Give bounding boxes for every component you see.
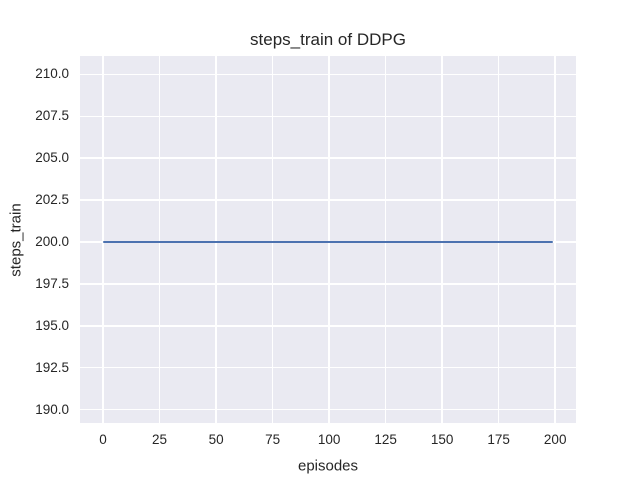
gridline-vertical (158, 56, 161, 423)
gridline-horizontal (80, 199, 576, 201)
gridline-vertical (441, 56, 443, 423)
x-tick-label: 200 (543, 432, 567, 447)
y-tick-label: 200.0 (35, 234, 69, 249)
x-tick-label: 125 (374, 432, 397, 447)
x-tick-label: 50 (208, 432, 224, 447)
chart-title: steps_train of DDPG (250, 30, 406, 49)
x-axis-label: episodes (297, 457, 359, 475)
gridline-horizontal (80, 283, 576, 285)
gridline-horizontal (80, 157, 576, 159)
y-tick-label: 202.5 (35, 192, 69, 208)
y-axis-label: steps_train (7, 203, 25, 277)
x-tick-label: 175 (487, 432, 510, 447)
y-tick-label: 195.0 (35, 317, 69, 333)
x-tick-label: 150 (430, 432, 454, 447)
x-tick-label: 0 (99, 432, 107, 447)
gridline-vertical (271, 56, 274, 423)
gridline-vertical (215, 56, 217, 423)
gridline-horizontal (80, 366, 576, 369)
gridline-horizontal (80, 73, 576, 76)
y-tick-label: 205.0 (35, 150, 69, 166)
y-tick-label: 192.5 (35, 359, 69, 375)
x-tick-label: 100 (317, 432, 341, 447)
gridline-vertical (554, 56, 556, 423)
data-line-steps_train (103, 241, 553, 243)
y-tick-label: 190.0 (35, 401, 69, 417)
gridline-vertical (328, 56, 330, 423)
gridline-horizontal (80, 115, 576, 118)
gridline-horizontal (80, 325, 576, 327)
gridline-vertical (384, 56, 387, 423)
x-tick-label: 75 (265, 432, 281, 447)
plot-area: 0 25 50 75 100 125 150 175 200 190.0 192.5 195.0 197… (35, 56, 576, 447)
gridline-vertical (497, 56, 500, 423)
gridline-horizontal (80, 408, 576, 411)
x-tick-label: 25 (152, 432, 168, 447)
y-tick-label: 207.5 (35, 108, 69, 124)
gridline-vertical (102, 56, 104, 423)
y-tick-label: 197.5 (35, 275, 69, 291)
y-tick-label: 210.0 (35, 66, 69, 82)
